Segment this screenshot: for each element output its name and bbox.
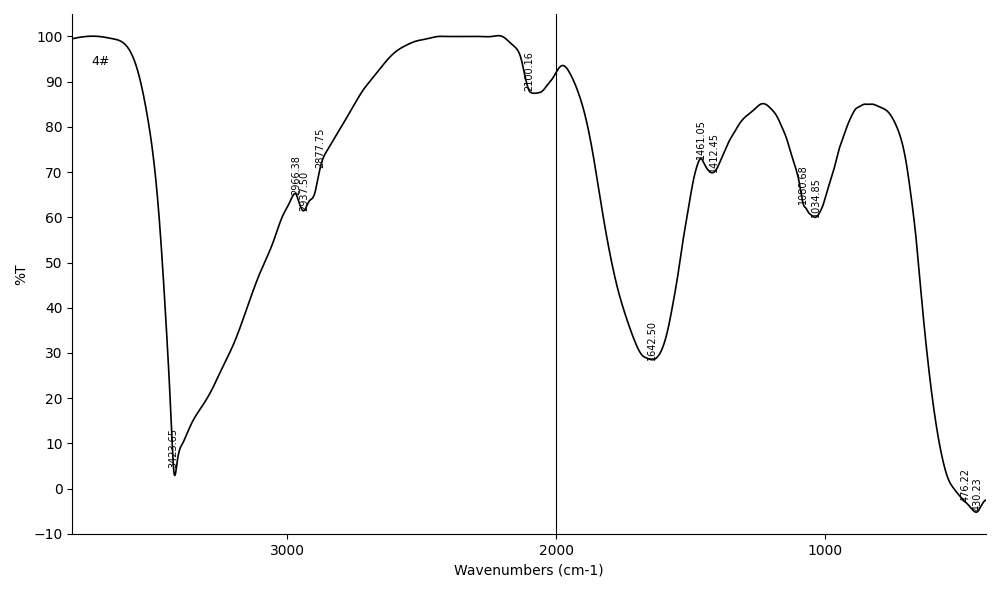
- Text: 430.23: 430.23: [973, 478, 983, 511]
- Text: 1034.85: 1034.85: [811, 177, 821, 217]
- Text: 476.22: 476.22: [961, 468, 971, 502]
- Text: 2937.50: 2937.50: [299, 170, 309, 210]
- Text: 1642.50: 1642.50: [647, 320, 657, 360]
- Text: 2966.38: 2966.38: [291, 155, 301, 195]
- Text: 3423.65: 3423.65: [169, 428, 179, 468]
- Text: 1080.68: 1080.68: [798, 164, 808, 204]
- Text: 1461.05: 1461.05: [696, 119, 706, 158]
- X-axis label: Wavenumbers (cm-1): Wavenumbers (cm-1): [454, 563, 604, 577]
- Y-axis label: %T: %T: [14, 263, 28, 285]
- Text: 2100.16: 2100.16: [524, 51, 534, 91]
- Text: 2877.75: 2877.75: [315, 127, 325, 168]
- Text: 1412.45: 1412.45: [709, 132, 719, 172]
- Text: 4#: 4#: [91, 54, 110, 67]
